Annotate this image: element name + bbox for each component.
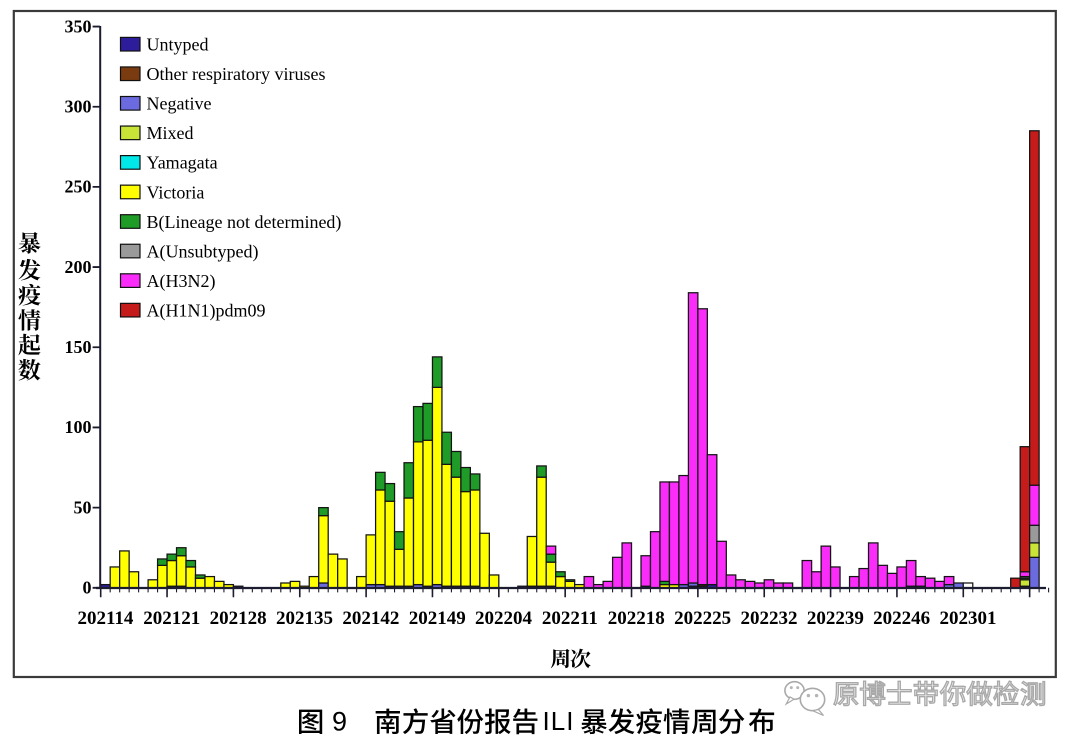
svg-text:202246: 202246 — [873, 608, 930, 629]
svg-text:A(H3N2): A(H3N2) — [147, 271, 216, 292]
svg-text:202301: 202301 — [940, 608, 997, 629]
svg-text:0: 0 — [83, 578, 92, 598]
svg-text:B(Lineage not determined): B(Lineage not determined) — [147, 212, 342, 233]
svg-text:300: 300 — [65, 97, 92, 117]
svg-text:350: 350 — [65, 16, 92, 36]
svg-text:A(Unsubtyped): A(Unsubtyped) — [147, 241, 259, 262]
svg-text:202128: 202128 — [210, 608, 267, 629]
svg-text:202142: 202142 — [342, 608, 399, 629]
svg-text:202121: 202121 — [143, 608, 200, 629]
svg-text:250: 250 — [65, 177, 92, 197]
svg-text:202114: 202114 — [77, 608, 133, 629]
svg-text:202225: 202225 — [674, 608, 731, 629]
svg-text:202135: 202135 — [276, 608, 333, 629]
svg-text:Victoria: Victoria — [147, 182, 205, 202]
svg-text:ILI: ILI — [543, 706, 575, 736]
svg-text:100: 100 — [65, 417, 92, 437]
svg-text:A(H1N1)pdm09: A(H1N1)pdm09 — [147, 300, 266, 321]
svg-text:202204: 202204 — [475, 608, 533, 629]
svg-text:200: 200 — [65, 257, 92, 277]
svg-text:202149: 202149 — [409, 608, 466, 629]
svg-text:Other respiratory viruses: Other respiratory viruses — [147, 64, 326, 84]
svg-text:202218: 202218 — [608, 608, 665, 629]
svg-text:202239: 202239 — [807, 608, 864, 629]
svg-text:Mixed: Mixed — [147, 123, 194, 143]
svg-text:150: 150 — [65, 337, 92, 357]
svg-text:Untyped: Untyped — [147, 35, 209, 55]
svg-text:50: 50 — [74, 497, 92, 517]
svg-text:202232: 202232 — [740, 608, 797, 629]
svg-text:Yamagata: Yamagata — [147, 153, 218, 173]
svg-text:202211: 202211 — [542, 608, 598, 629]
svg-text:Negative: Negative — [147, 94, 212, 114]
svg-text:9: 9 — [332, 707, 347, 737]
